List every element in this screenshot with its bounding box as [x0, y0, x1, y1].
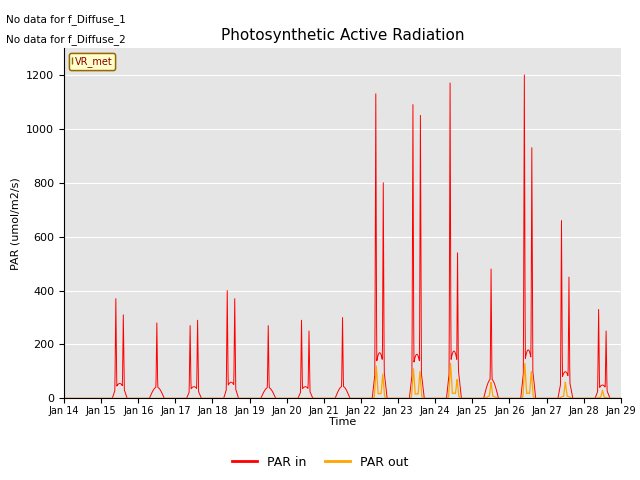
Legend: PAR in, PAR out: PAR in, PAR out	[227, 451, 413, 474]
Legend: VR_met: VR_met	[69, 53, 115, 70]
X-axis label: Time: Time	[329, 418, 356, 427]
Text: No data for f_Diffuse_1: No data for f_Diffuse_1	[6, 14, 126, 25]
Y-axis label: PAR (umol/m2/s): PAR (umol/m2/s)	[11, 177, 20, 270]
Title: Photosynthetic Active Radiation: Photosynthetic Active Radiation	[221, 28, 464, 43]
Text: No data for f_Diffuse_2: No data for f_Diffuse_2	[6, 34, 126, 45]
